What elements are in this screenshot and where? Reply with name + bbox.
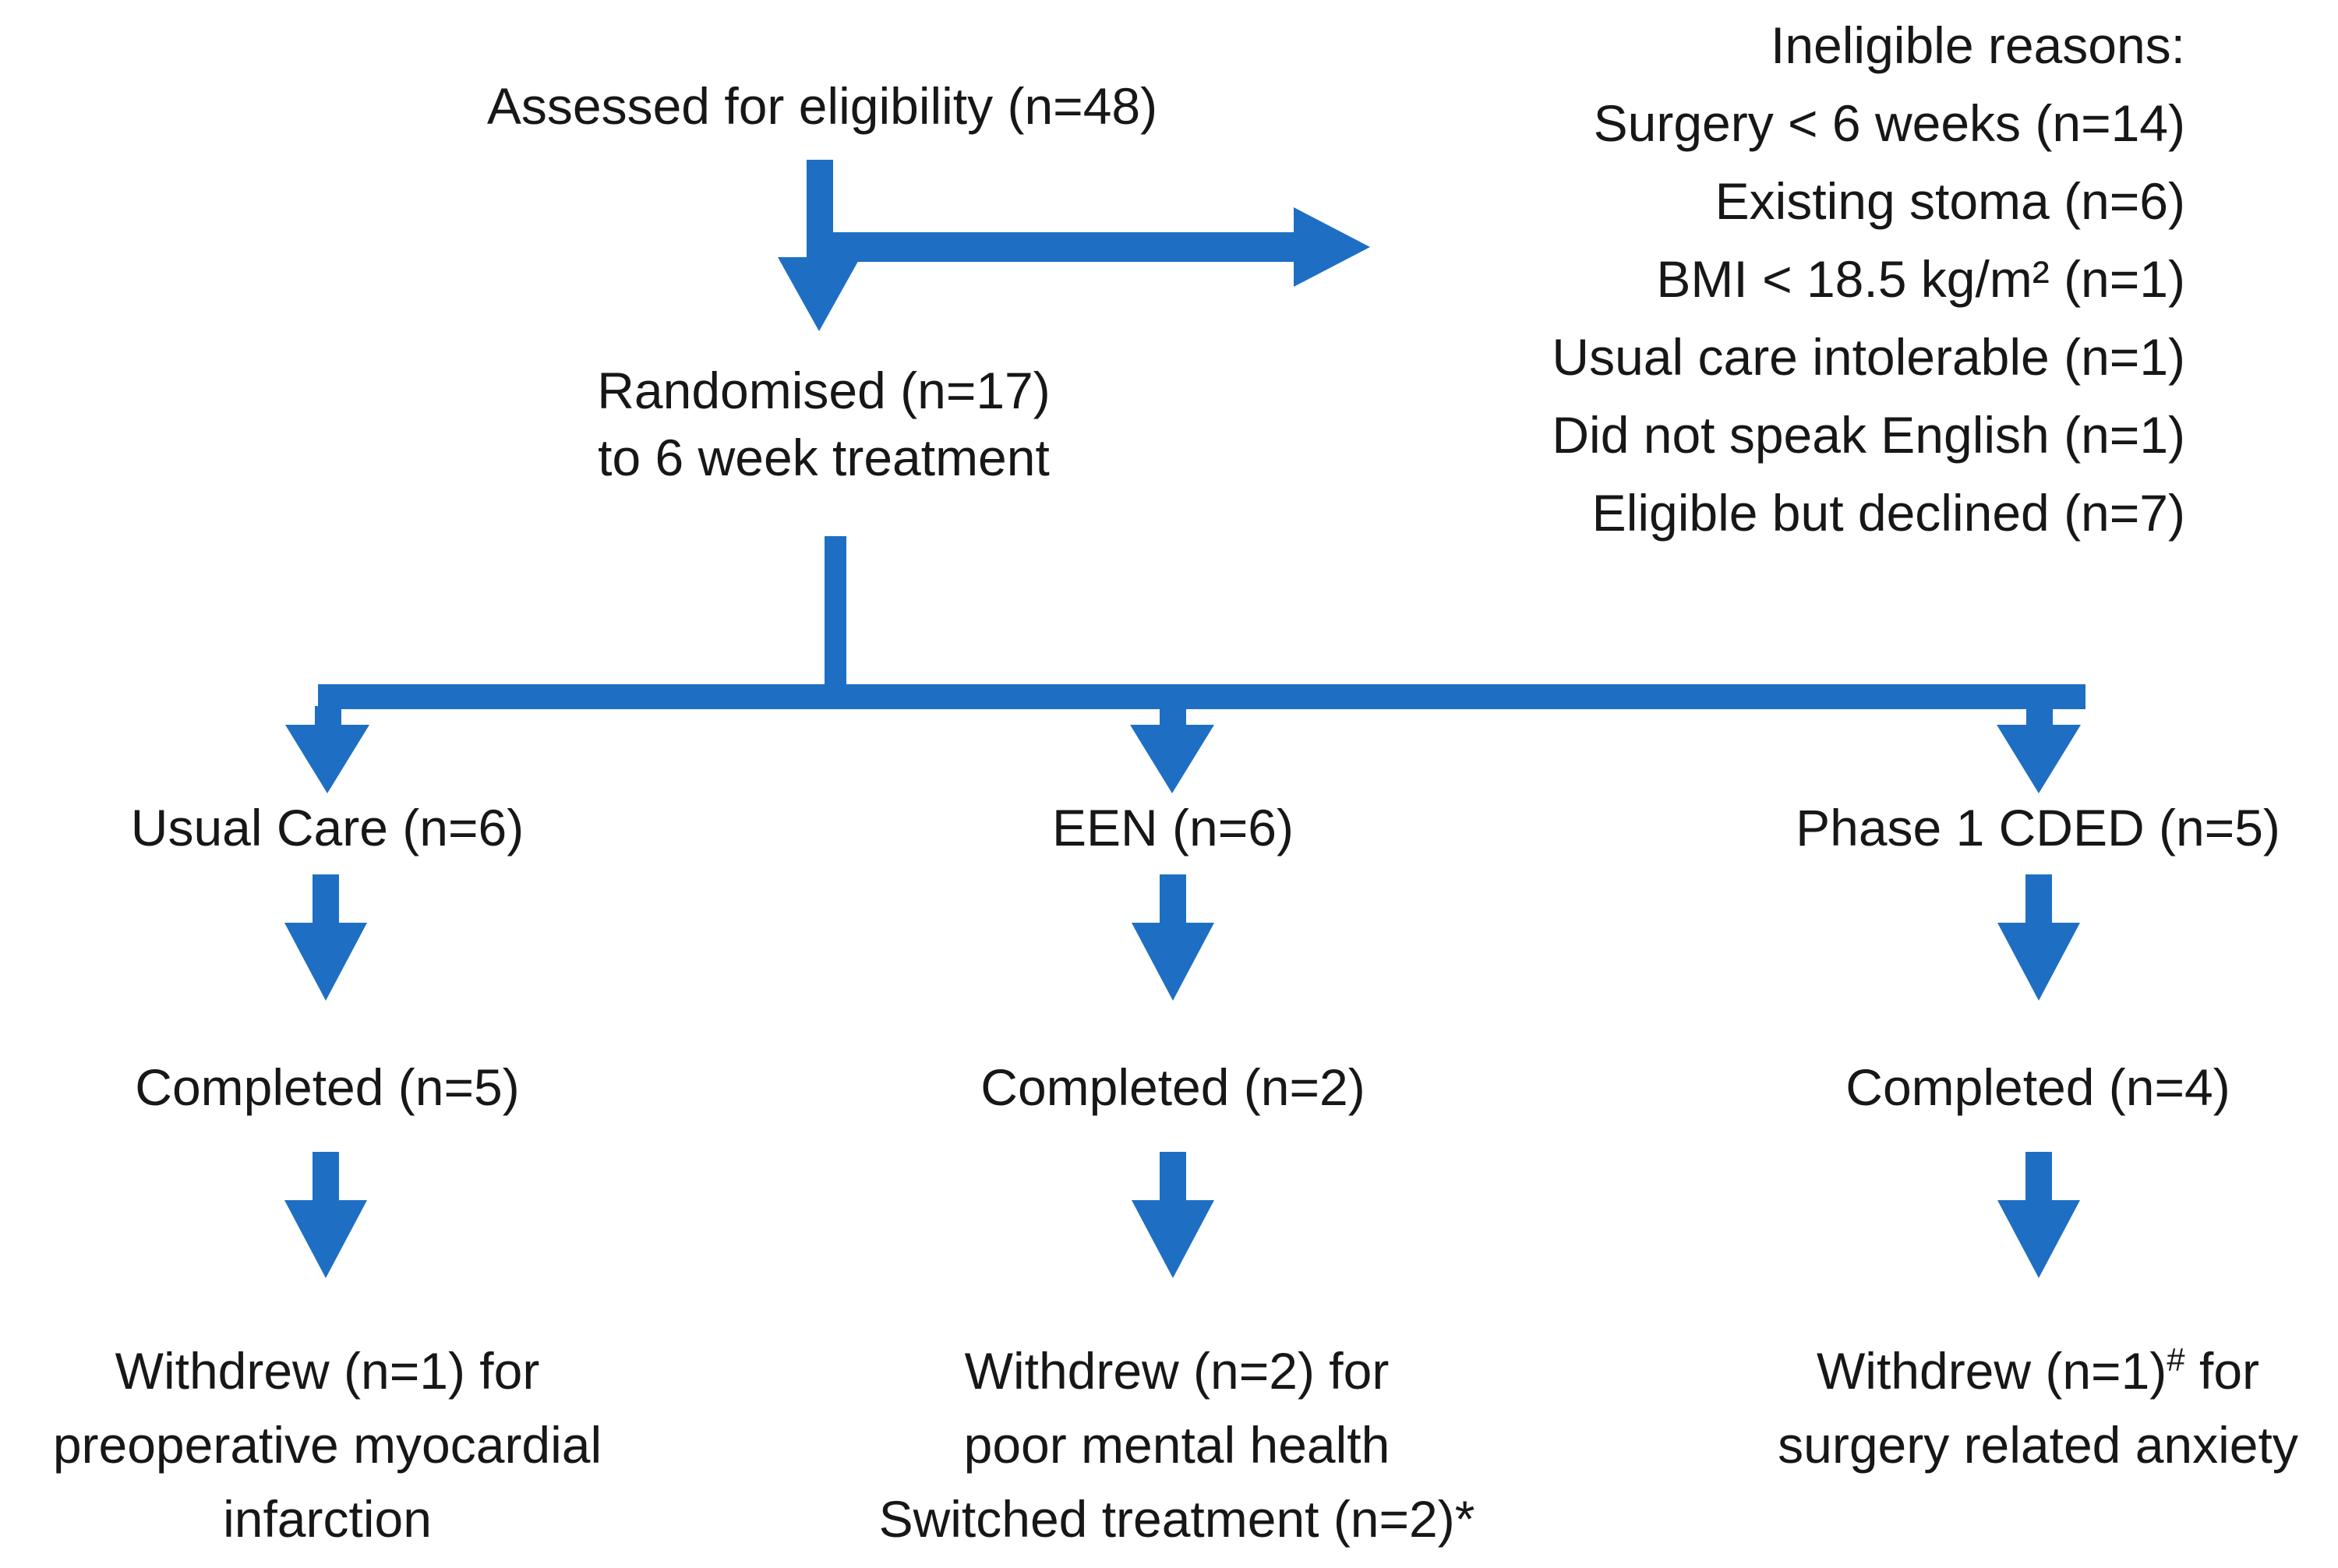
withdrawal-line: Withdrew (n=2) for bbox=[964, 1342, 1390, 1400]
arrow-shaft bbox=[313, 874, 339, 924]
arm-label-usual-care: Usual Care (n=6) bbox=[130, 799, 524, 856]
withdrawal-line: surgery related anxiety bbox=[1778, 1416, 2298, 1474]
withdrawal-line: infarction bbox=[223, 1490, 432, 1548]
branch-arrow-icon-right bbox=[1997, 725, 2081, 793]
ineligible-reasons-title: Ineligible reasons: bbox=[1771, 16, 2185, 74]
withdrawal-line: preoperative myocardial bbox=[52, 1416, 602, 1474]
down-arrow-icon bbox=[284, 1200, 367, 1278]
randomised-label: Randomised (n=17) to 6 week treatment bbox=[434, 357, 1213, 491]
branch-arrow-stub-middle bbox=[1160, 706, 1186, 728]
ineligible-reason-item: Existing stoma (n=6) bbox=[1715, 172, 2185, 230]
assessed-for-eligibility-label: Assessed for eligibility (n=48) bbox=[486, 77, 1158, 135]
branch-bar bbox=[318, 684, 2085, 709]
down-arrow-icon bbox=[1997, 923, 2080, 1001]
ineligible-reason-item: Surgery < 6 weeks (n=14) bbox=[1593, 94, 2185, 152]
right-arrow-icon bbox=[1294, 207, 1370, 287]
ineligible-reasons-block: Ineligible reasons: Surgery < 6 weeks (n… bbox=[1325, 6, 2185, 552]
branch-arrow-stub-right bbox=[2026, 706, 2053, 728]
randomised-branch-connector bbox=[825, 536, 846, 687]
ineligible-reason-item: Usual care intolerable (n=1) bbox=[1552, 328, 2185, 386]
down-arrow-icon bbox=[284, 923, 367, 1001]
ineligible-reason-item: BMI < 18.5 kg/m² (n=1) bbox=[1656, 250, 2185, 308]
randomised-line2: to 6 week treatment bbox=[598, 429, 1050, 486]
arrow-shaft bbox=[1160, 1152, 1186, 1202]
right-arrow-shaft bbox=[832, 232, 1295, 262]
down-arrow-shaft bbox=[807, 160, 833, 260]
arrow-shaft bbox=[2025, 874, 2052, 924]
arrow-shaft bbox=[2025, 1152, 2052, 1202]
withdrawal-line: poor mental health bbox=[963, 1416, 1390, 1474]
arm-label-phase1-cded: Phase 1 CDED (n=5) bbox=[1796, 799, 2280, 856]
arrow-shaft bbox=[313, 1152, 339, 1202]
ineligible-reason-item: Did not speak English (n=1) bbox=[1552, 406, 2185, 464]
branch-arrow-icon-left bbox=[285, 725, 369, 793]
branch-arrow-icon-middle bbox=[1130, 725, 1214, 793]
ineligible-reason-item: Eligible but declined (n=7) bbox=[1591, 484, 2185, 542]
completed-usual-care: Completed (n=5) bbox=[135, 1058, 520, 1116]
arrow-shaft bbox=[1160, 874, 1186, 924]
withdrawal-line: Withdrew (n=1)# for bbox=[1816, 1341, 2260, 1400]
branch-arrow-stub-left bbox=[315, 706, 341, 728]
withdrawal-line: Withdrew (n=1) for bbox=[115, 1342, 540, 1400]
completed-phase1-cded: Completed (n=4) bbox=[1845, 1058, 2230, 1116]
withdrawal-line: Switched treatment (n=2)* bbox=[878, 1490, 1475, 1548]
down-arrow-icon bbox=[1132, 1200, 1214, 1278]
randomised-line1: Randomised (n=17) bbox=[597, 362, 1051, 419]
withdrawal-phase1-cded: Withdrew (n=1)# for surgery related anxi… bbox=[1687, 1334, 2338, 1482]
arm-label-een: EEN (n=6) bbox=[1052, 799, 1294, 856]
down-arrow-icon bbox=[1997, 1200, 2080, 1278]
withdrawal-een: Withdrew (n=2) for poor mental health Sw… bbox=[826, 1334, 1527, 1556]
completed-een: Completed (n=2) bbox=[980, 1058, 1365, 1116]
down-arrow-icon bbox=[778, 257, 860, 331]
hash-superscript: # bbox=[2167, 1341, 2185, 1378]
withdrawal-usual-care: Withdrew (n=1) for preoperative myocardi… bbox=[0, 1334, 678, 1556]
down-arrow-icon bbox=[1132, 923, 1214, 1001]
